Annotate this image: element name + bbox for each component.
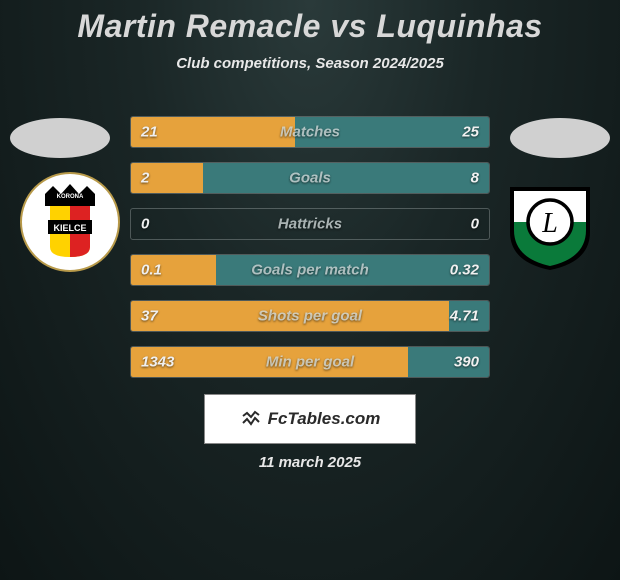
stat-value-right: 8 (471, 170, 479, 187)
stat-label: Matches (131, 124, 489, 141)
stat-value-left: 0.1 (141, 262, 162, 279)
stat-row: 0Hattricks0 (130, 208, 490, 240)
stat-value-left: 2 (141, 170, 149, 187)
svg-text:KORONA: KORONA (57, 194, 84, 200)
stat-row: 21Matches25 (130, 116, 490, 148)
subtitle: Club competitions, Season 2024/2025 (0, 55, 620, 72)
stat-value-left: 0 (141, 216, 149, 233)
date-label: 11 march 2025 (0, 454, 620, 471)
stat-value-left: 37 (141, 308, 158, 325)
fctables-logo-icon (240, 408, 262, 430)
stat-row: 1343Min per goal390 (130, 346, 490, 378)
svg-text:L: L (541, 208, 558, 239)
stat-label: Goals per match (131, 262, 489, 279)
stat-label: Hattricks (131, 216, 489, 233)
legia-crest-icon: L (500, 172, 600, 272)
svg-text:KIELCE: KIELCE (53, 223, 86, 233)
stat-value-left: 1343 (141, 354, 174, 371)
stat-value-right: 0 (471, 216, 479, 233)
page-title: Martin Remacle vs Luquinhas (0, 0, 620, 45)
stat-value-right: 4.71 (450, 308, 479, 325)
stat-label: Shots per goal (131, 308, 489, 325)
stat-value-right: 390 (454, 354, 479, 371)
stat-value-right: 0.32 (450, 262, 479, 279)
stat-value-right: 25 (462, 124, 479, 141)
player-photo-right-placeholder (510, 118, 610, 158)
brand-text: FcTables.com (268, 409, 381, 429)
stat-row: 0.1Goals per match0.32 (130, 254, 490, 286)
player-photo-left-placeholder (10, 118, 110, 158)
stat-label: Goals (131, 170, 489, 187)
brand-box[interactable]: FcTables.com (204, 394, 416, 444)
stat-row: 37Shots per goal4.71 (130, 300, 490, 332)
korona-crest-icon: KIELCE KORONA (20, 172, 120, 272)
club-logo-right: L (500, 172, 600, 272)
club-logo-left: KIELCE KORONA (20, 172, 120, 272)
stat-row: 2Goals8 (130, 162, 490, 194)
stats-container: 21Matches25 2Goals8 0Hattricks0 0.1Goals pe… (130, 116, 490, 392)
stat-label: Min per goal (131, 354, 489, 371)
stat-value-left: 21 (141, 124, 158, 141)
